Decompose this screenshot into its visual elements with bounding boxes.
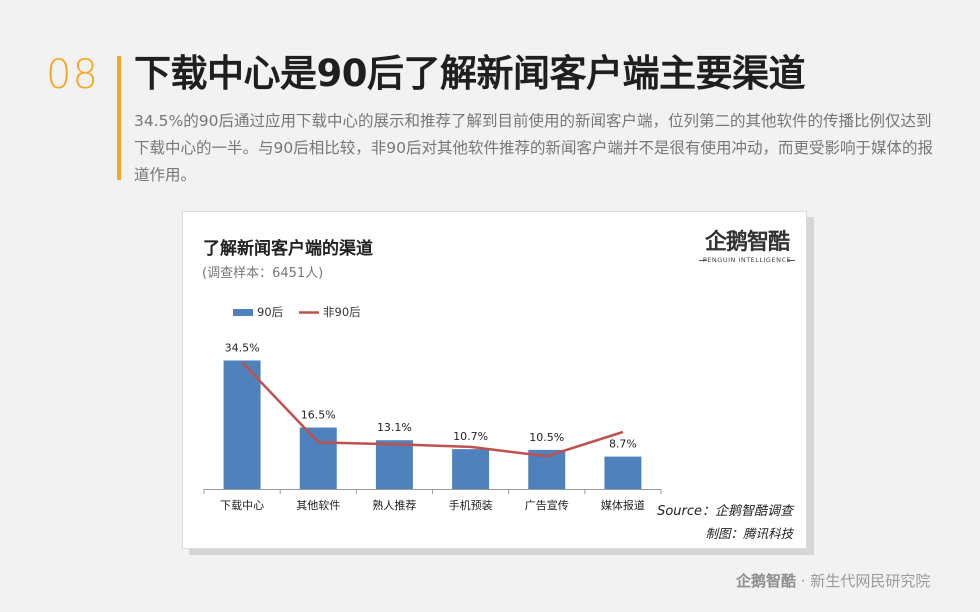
- bar-line-chart: 90后 非90后 34.5% 下载中心 16.5% 其他软件 13.1% 熟人推荐 10.7% 手…: [203, 305, 662, 512]
- chart-card: 了解新闻客户端的渠道 (调查样本：6451人) 企鹅智酷 PENGUIN INT…: [182, 211, 807, 549]
- line-series-non90s: [241, 361, 624, 458]
- data-label-90s-4: 10.7%: [453, 430, 488, 443]
- data-label-90s-6: 8.7%: [609, 438, 637, 451]
- bar-90s-4: [452, 449, 490, 489]
- bar-90s-2: [299, 427, 337, 489]
- chart-title: 了解新闻客户端的渠道: [203, 239, 373, 259]
- legend-label-90s: 90后: [257, 305, 283, 319]
- data-label-90s-3: 13.1%: [377, 421, 412, 434]
- page-description: 34.5%的90后通过应用下载中心的展示和推荐了解到目前使用的新闻客户端，位列第…: [134, 112, 933, 184]
- legend-swatch-90s: [233, 309, 253, 316]
- brand-name: 企鹅智酷: [704, 230, 790, 255]
- category-label-2: 其他软件: [296, 498, 340, 512]
- page-headline: 下载中心是90后了解新闻客户端主要渠道: [134, 52, 806, 95]
- data-label-90s-2: 16.5%: [301, 409, 336, 422]
- footer-text: · 新生代网民研究院: [800, 572, 931, 590]
- category-label-3: 熟人推荐: [372, 498, 416, 512]
- footer-logo: 企鹅智酷: [736, 572, 797, 590]
- category-label-1: 下载中心: [220, 499, 264, 512]
- brand-logo: 企鹅智酷 PENGUIN INTELLIGENCE: [699, 224, 795, 270]
- category-label-6: 媒体报道: [601, 498, 645, 512]
- slide-number: 08: [46, 52, 99, 98]
- category-label-4: 手机预装: [449, 498, 493, 512]
- chart-subtitle: (调查样本：6451人): [202, 266, 324, 281]
- footer-brand: 企鹅智酷 · 新生代网民研究院: [736, 570, 930, 591]
- credit-note: 制图：腾讯科技: [705, 526, 793, 541]
- bar-90s-3: [375, 440, 413, 489]
- bar-90s-1: [223, 360, 261, 489]
- brand-rule-left: [699, 260, 707, 261]
- brand-rule-right: [787, 260, 795, 261]
- accent-bar: [117, 56, 121, 180]
- data-label-90s-1: 34.5%: [225, 341, 260, 354]
- brand-tagline: PENGUIN INTELLIGENCE: [702, 256, 792, 264]
- category-label-5: 广告宣传: [525, 498, 569, 512]
- legend-label-non90s: 非90后: [323, 305, 361, 319]
- data-label-90s-5: 10.5%: [529, 431, 564, 444]
- source-note: Source：企鹅智酷调查: [657, 504, 793, 519]
- bar-90s-6: [604, 456, 642, 489]
